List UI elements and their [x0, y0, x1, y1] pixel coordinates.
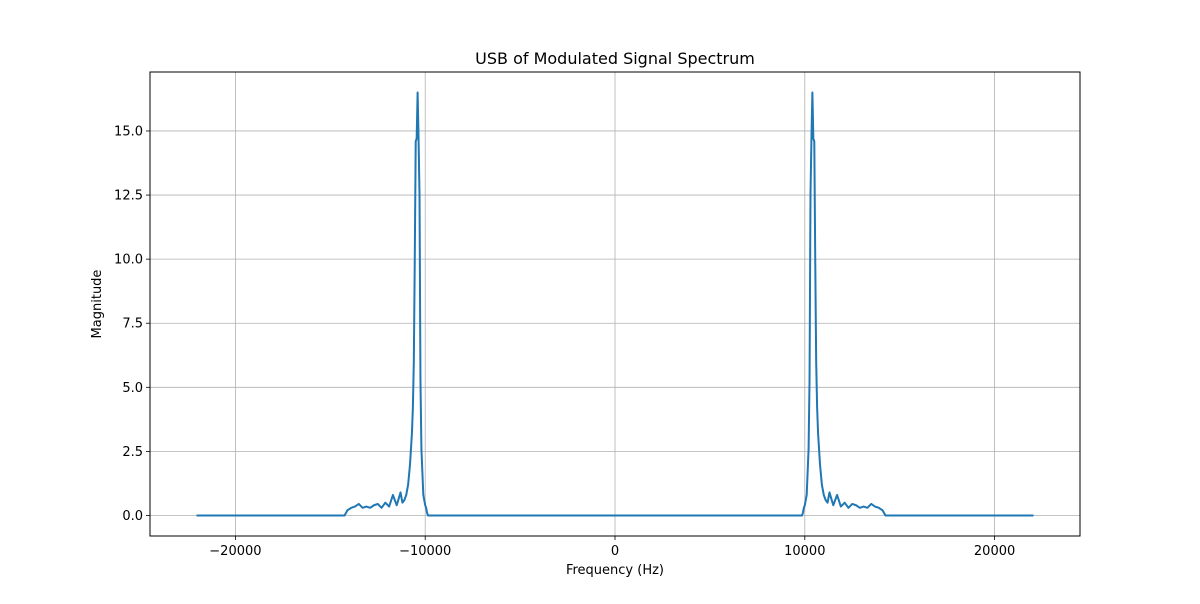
- y-tick-label: 0.0: [122, 509, 143, 524]
- x-tick-label: −20000: [209, 544, 261, 559]
- y-axis-label: Magnitude: [90, 270, 105, 339]
- x-tick-label: 0: [611, 544, 619, 559]
- series-layer: [196, 91, 1034, 517]
- y-tick-label: 12.5: [114, 189, 143, 204]
- chart-title: USB of Modulated Signal Spectrum: [475, 49, 755, 68]
- y-tick-label: 10.0: [114, 253, 143, 268]
- x-axis-label: Frequency (Hz): [566, 563, 664, 578]
- spectrum-series-line: [196, 91, 1034, 517]
- y-tick-label: 7.5: [122, 317, 143, 332]
- y-axis-ticks: 0.0 2.5 5.0 7.5 10.0 12.5 15.0: [114, 124, 150, 524]
- x-tick-label: 10000: [784, 544, 825, 559]
- x-axis-ticks: −20000 −10000 0 10000 20000: [209, 536, 1015, 559]
- y-tick-label: 5.0: [122, 381, 143, 396]
- x-tick-label: −10000: [399, 544, 451, 559]
- y-tick-label: 15.0: [114, 124, 143, 139]
- x-tick-label: 20000: [974, 544, 1015, 559]
- y-tick-label: 2.5: [122, 445, 143, 460]
